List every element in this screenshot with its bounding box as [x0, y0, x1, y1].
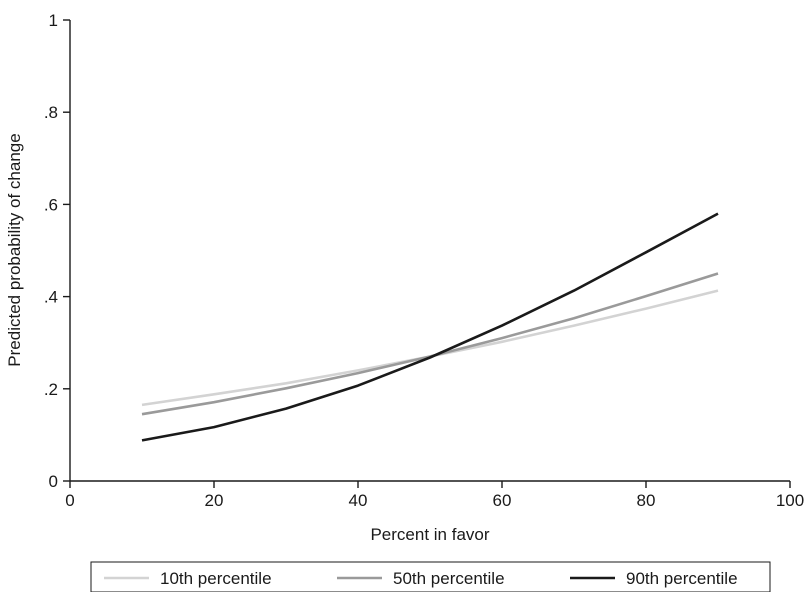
y-tick-label: .6 — [44, 195, 58, 214]
x-tick-label: 60 — [493, 491, 512, 510]
series-lines — [141, 212, 719, 442]
x-tick-label: 100 — [776, 491, 804, 510]
legend: 10th percentile 50th percentile 90th perce… — [90, 561, 771, 592]
legend-box — [90, 561, 771, 592]
y-tick-label: 0 — [49, 472, 58, 491]
y-tick-label: 1 — [49, 11, 58, 30]
legend-items: 10th percentile 50th percentile 90th perce… — [104, 569, 738, 588]
x-ticks: 0 20 40 60 80 100 — [65, 481, 804, 510]
legend-label-1: 10th percentile — [160, 569, 272, 588]
x-tick-label: 40 — [349, 491, 368, 510]
y-tick-label: .4 — [44, 288, 58, 307]
x-tick-label: 20 — [205, 491, 224, 510]
plot-area: 0 .2 .4 .6 .8 1 0 20 40 60 80 100 — [44, 11, 804, 510]
y-tick-label: .8 — [44, 103, 58, 122]
x-axis-title: Percent in favor — [370, 525, 489, 544]
series-line-1 — [141, 289, 719, 407]
y-axis-title: Predicted probability of change — [5, 133, 24, 366]
y-tick-label: .2 — [44, 380, 58, 399]
legend-label-3: 90th percentile — [626, 569, 738, 588]
x-tick-label: 0 — [65, 491, 74, 510]
series-line-3 — [141, 212, 719, 442]
legend-label-2: 50th percentile — [393, 569, 505, 588]
y-ticks: 0 .2 .4 .6 .8 1 — [44, 11, 70, 491]
x-tick-label: 80 — [637, 491, 656, 510]
